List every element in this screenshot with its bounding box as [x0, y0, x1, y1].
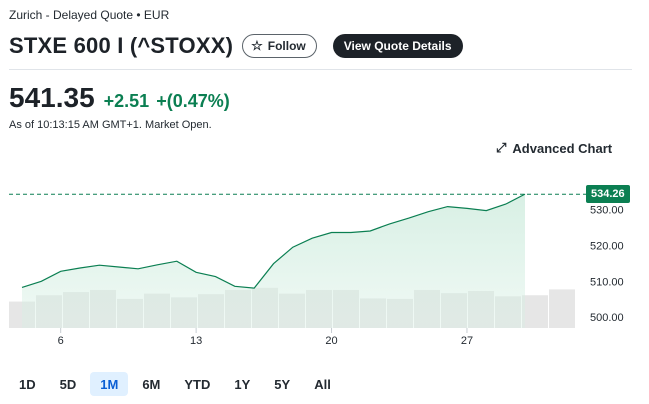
y-tick-label: 530.00	[590, 205, 624, 217]
x-tick-label: 20	[325, 335, 337, 347]
divider	[9, 69, 632, 70]
range-tab-1d[interactable]: 1D	[19, 376, 36, 392]
range-selector: 1D 5D 1M 6M YTD 1Y 5Y All	[9, 372, 345, 396]
advanced-chart-link[interactable]: ⤢ Advanced Chart	[496, 140, 612, 156]
range-tab-1m[interactable]: 1M	[90, 372, 129, 396]
view-quote-details-label: View Quote Details	[343, 39, 452, 53]
star-icon: ☆	[251, 38, 263, 53]
price-change: +2.51	[103, 91, 150, 111]
view-quote-details-button[interactable]: View Quote Details	[332, 34, 463, 58]
range-tab-5d[interactable]: 5D	[59, 376, 77, 392]
follow-button[interactable]: ☆ Follow	[242, 34, 317, 58]
x-tick-label: 27	[461, 335, 473, 347]
price-chart-svg: 500.00 510.00 520.00 530.00 6 13 20 27	[9, 193, 624, 347]
price-line	[21, 193, 526, 289]
price-row: 541.35 +2.51 +(0.47%)	[9, 82, 230, 114]
range-tab-5y[interactable]: 5Y	[274, 376, 291, 392]
volume-bar	[522, 295, 548, 328]
range-tab-all[interactable]: All	[314, 376, 331, 392]
x-tick-label: 13	[190, 335, 202, 347]
exchange-line: Zurich - Delayed Quote • EUR	[9, 8, 170, 22]
quote-title: STXE 600 I (^STOXX)	[9, 33, 234, 58]
title-row: STXE 600 I (^STOXX) ☆ Follow View Quote …	[9, 32, 463, 60]
x-tick-label: 6	[58, 335, 64, 347]
expand-arrow-icon: ⤢	[496, 140, 507, 155]
y-tick-label: 520.00	[590, 240, 624, 252]
range-tab-ytd[interactable]: YTD	[184, 376, 211, 392]
volume-bar	[549, 289, 575, 328]
as-of-timestamp: As of 10:13:15 AM GMT+1. Market Open.	[9, 119, 212, 131]
last-price-tag: 534.26	[586, 185, 630, 204]
price-change-percent: +(0.47%)	[156, 91, 230, 111]
advanced-chart-label: Advanced Chart	[512, 140, 613, 156]
follow-label: Follow	[267, 39, 306, 53]
price-area-fill	[22, 194, 525, 328]
range-tab-6m[interactable]: 6M	[142, 376, 161, 392]
y-tick-label: 500.00	[590, 312, 624, 324]
current-price: 541.35	[9, 82, 95, 113]
range-tab-1y[interactable]: 1Y	[234, 376, 251, 392]
price-chart: 500.00 510.00 520.00 530.00 6 13 20 27 534.26	[0, 170, 649, 360]
y-tick-label: 510.00	[590, 276, 624, 288]
